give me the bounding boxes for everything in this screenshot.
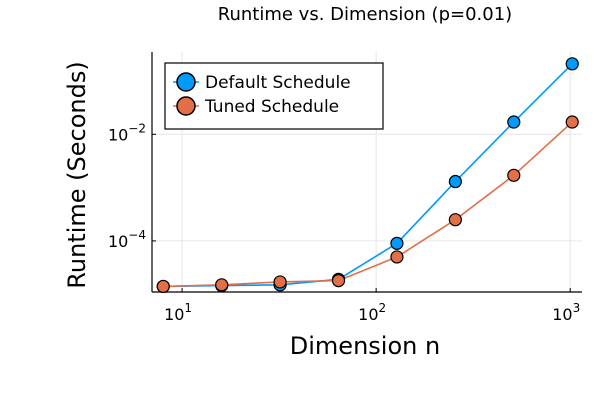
y-axis-label: Runtime (Seconds) — [63, 61, 91, 288]
x-tick-label: 101 — [164, 301, 192, 324]
y-tick-label: 10−4 — [108, 228, 146, 251]
series-1-point — [331, 273, 346, 288]
x-axis-label: Dimension n — [290, 332, 440, 360]
legend-layer: Default Schedule Tuned Schedule — [164, 62, 384, 130]
chart-title: Runtime vs. Dimension (p=0.01) — [218, 4, 512, 25]
series-0-point — [507, 115, 521, 129]
x-tick-label: 102 — [358, 301, 386, 324]
series-1-point — [507, 168, 521, 182]
series-1-point — [156, 279, 170, 294]
legend-box — [164, 62, 384, 130]
series-1-point — [565, 115, 579, 129]
series-layer — [156, 57, 579, 294]
series-line-1 — [163, 121, 573, 288]
series-1-point — [273, 275, 287, 289]
x-tick-label: 103 — [552, 301, 580, 324]
ticks-layer: 101 102 103 10−4 10−2 — [108, 121, 580, 324]
legend-label: Default Schedule — [205, 73, 351, 93]
series-1-point — [390, 250, 404, 264]
legend-marker — [176, 72, 196, 92]
axes-layer — [151, 52, 582, 293]
series-0-point — [448, 174, 462, 189]
legend-label: Tuned Schedule — [204, 97, 339, 117]
y-tick-label: 10−2 — [108, 121, 146, 144]
series-1-point — [448, 213, 462, 227]
series-0-point — [565, 57, 579, 71]
legend-marker — [176, 96, 196, 116]
series-0-point — [390, 236, 404, 250]
series-line-0 — [163, 63, 573, 288]
series-1-point — [215, 278, 229, 292]
